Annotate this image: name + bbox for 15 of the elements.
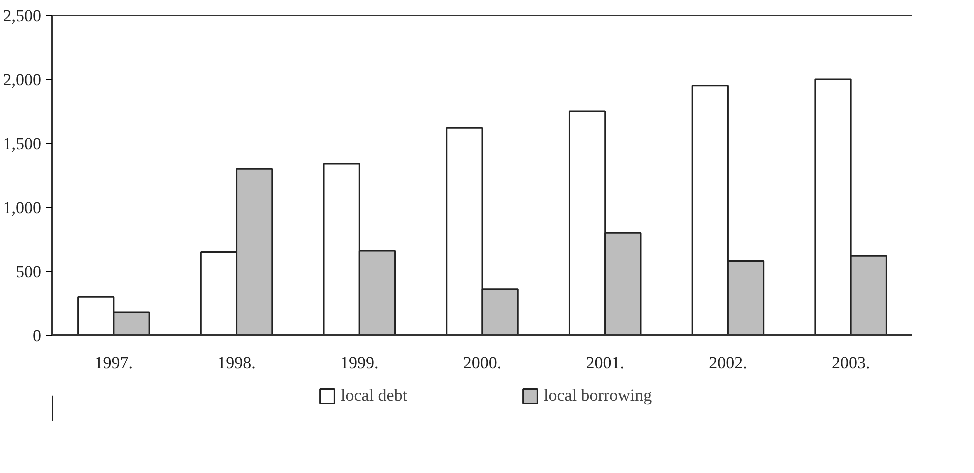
y-tick-label: 2,000 <box>3 70 42 90</box>
y-tick-label: 0 <box>33 326 42 346</box>
x-tick-label: 1997. <box>94 354 134 372</box>
x-tick-label: 1998. <box>218 354 256 372</box>
y-tick-label: 1,500 <box>3 134 42 154</box>
y-tick-label: 1,000 <box>3 198 42 218</box>
legend-label: local borrowing <box>544 386 654 406</box>
legend-label: local debt <box>341 386 409 406</box>
x-tick-label: 2000. <box>463 354 502 372</box>
x-tick-label: 2002. <box>709 354 748 372</box>
x-tick-label: 2003. <box>832 354 870 372</box>
y-tick-label: 500 <box>16 262 42 282</box>
x-tick-label: 2001. <box>586 354 624 372</box>
y-tick-label: 2,500 <box>3 6 42 26</box>
x-tick-label: 1999. <box>340 354 379 372</box>
